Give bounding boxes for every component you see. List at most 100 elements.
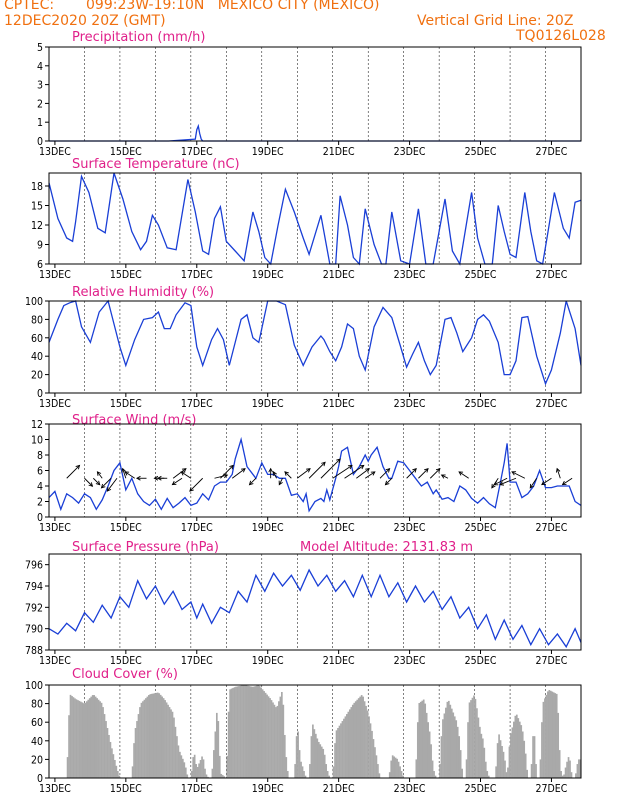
cloud-bar — [507, 767, 509, 778]
x-tick-label: 19DEC — [252, 522, 284, 534]
x-tick-label: 17DEC — [181, 269, 213, 281]
cloud-bar — [192, 757, 195, 778]
wind-vector — [384, 477, 393, 486]
cloud-bar — [303, 771, 305, 778]
cloud-bar — [523, 740, 526, 778]
y-tick-label: 80 — [31, 314, 43, 326]
cloud-bar — [448, 700, 450, 778]
cloud-bar — [397, 761, 400, 778]
cloud-bar — [548, 690, 551, 778]
y-tick-label: 788 — [25, 645, 43, 657]
x-tick-label: 23DEC — [394, 783, 426, 795]
cloud-bar — [261, 689, 264, 778]
y-tick-label: 100 — [25, 296, 43, 308]
plot-frame — [48, 46, 582, 142]
cloud-bar — [452, 712, 455, 778]
y-tick-label: 20 — [31, 370, 43, 382]
wind-vector — [272, 471, 277, 479]
cloud-bar — [541, 722, 543, 778]
cloud-bar — [304, 775, 307, 778]
cloud-bar — [326, 771, 329, 778]
wind-vector — [231, 468, 246, 479]
header-grid-note: Vertical Grid Line: 20Z — [417, 13, 574, 29]
x-tick-label: 15DEC — [110, 269, 142, 281]
cloud-bar — [254, 686, 257, 778]
cloud-bar — [394, 757, 397, 778]
cloud-bar — [354, 701, 357, 778]
cloud-bar — [533, 736, 536, 778]
x-tick-label: 17DEC — [181, 783, 213, 795]
x-tick-label: 17DEC — [181, 522, 213, 534]
y-tick-label: 6 — [37, 259, 43, 271]
cloud-bar — [88, 698, 91, 778]
cloud-bar — [168, 707, 171, 778]
cloud-bar — [468, 702, 471, 778]
wind-vector — [555, 467, 561, 479]
cloud-bar — [450, 708, 453, 778]
wind-vector — [248, 477, 257, 486]
cloud-bar — [221, 775, 224, 778]
x-tick-label: 25DEC — [465, 655, 497, 667]
cloud-bar — [320, 746, 323, 778]
cloud-bar — [359, 696, 362, 779]
cloud-bar — [99, 701, 101, 778]
panel-title: Cloud Cover (%) — [72, 667, 178, 682]
cloud-bar — [116, 771, 119, 778]
cloud-bar — [146, 696, 149, 779]
cloud-bar — [363, 701, 366, 778]
cloud-bar — [579, 759, 582, 778]
wind-vector — [561, 477, 573, 486]
cloud-bar — [440, 736, 443, 778]
model-altitude-label: Model Altitude: 2131.83 m — [300, 540, 473, 555]
wind-vector — [153, 475, 168, 481]
cloud-bar — [424, 703, 427, 778]
cloud-bar — [82, 703, 85, 778]
cloud-bar — [258, 685, 261, 778]
cloud-bar — [551, 691, 554, 778]
x-tick-label: 13DEC — [39, 146, 71, 158]
x-tick-label: 23DEC — [394, 398, 426, 410]
wind-vector — [93, 477, 101, 486]
cloud-bar — [251, 686, 254, 778]
cloud-bar — [115, 765, 118, 778]
x-tick-label: 23DEC — [394, 146, 426, 158]
y-tick-label: 15 — [31, 201, 43, 213]
cloud-bar — [431, 760, 434, 778]
cloud-bar — [467, 722, 469, 778]
cloud-bar — [498, 734, 500, 778]
cloud-bar — [484, 761, 487, 778]
cloud-bar — [578, 759, 580, 778]
cloud-bar — [323, 754, 326, 778]
x-tick-label: 21DEC — [323, 398, 355, 410]
series-line — [48, 299, 582, 386]
cloud-bar — [362, 696, 364, 779]
cloud-bar — [297, 731, 299, 778]
cloud-bar — [295, 736, 298, 778]
wind-vector — [308, 461, 326, 479]
y-tick-label: 2 — [37, 98, 43, 110]
cloud-bar — [230, 688, 233, 778]
cloud-bar — [372, 739, 375, 778]
cloud-bar — [346, 714, 348, 778]
cloud-bar — [74, 698, 76, 778]
cloud-bar — [201, 756, 203, 778]
cloud-bar — [393, 756, 395, 778]
header-run: 12DEC2020 20Z (GMT) — [4, 13, 166, 29]
cloud-bar — [252, 686, 255, 778]
cloud-bar — [365, 705, 367, 778]
cloud-bar — [260, 687, 262, 778]
cloud-bar — [167, 704, 169, 778]
wind-vector — [66, 464, 81, 479]
cloud-bar — [174, 726, 177, 778]
cloud-bar — [150, 693, 153, 778]
cloud-bar — [204, 768, 206, 778]
cloud-bar — [446, 701, 449, 778]
cloud-bar — [159, 694, 162, 778]
cloud-bar — [433, 771, 435, 778]
wind-vector — [189, 477, 204, 492]
cloud-bar — [177, 745, 180, 778]
plot-frame — [48, 300, 582, 394]
wind-vector — [332, 464, 353, 479]
y-tick-label: 60 — [31, 333, 43, 345]
y-tick-label: 80 — [31, 699, 43, 711]
